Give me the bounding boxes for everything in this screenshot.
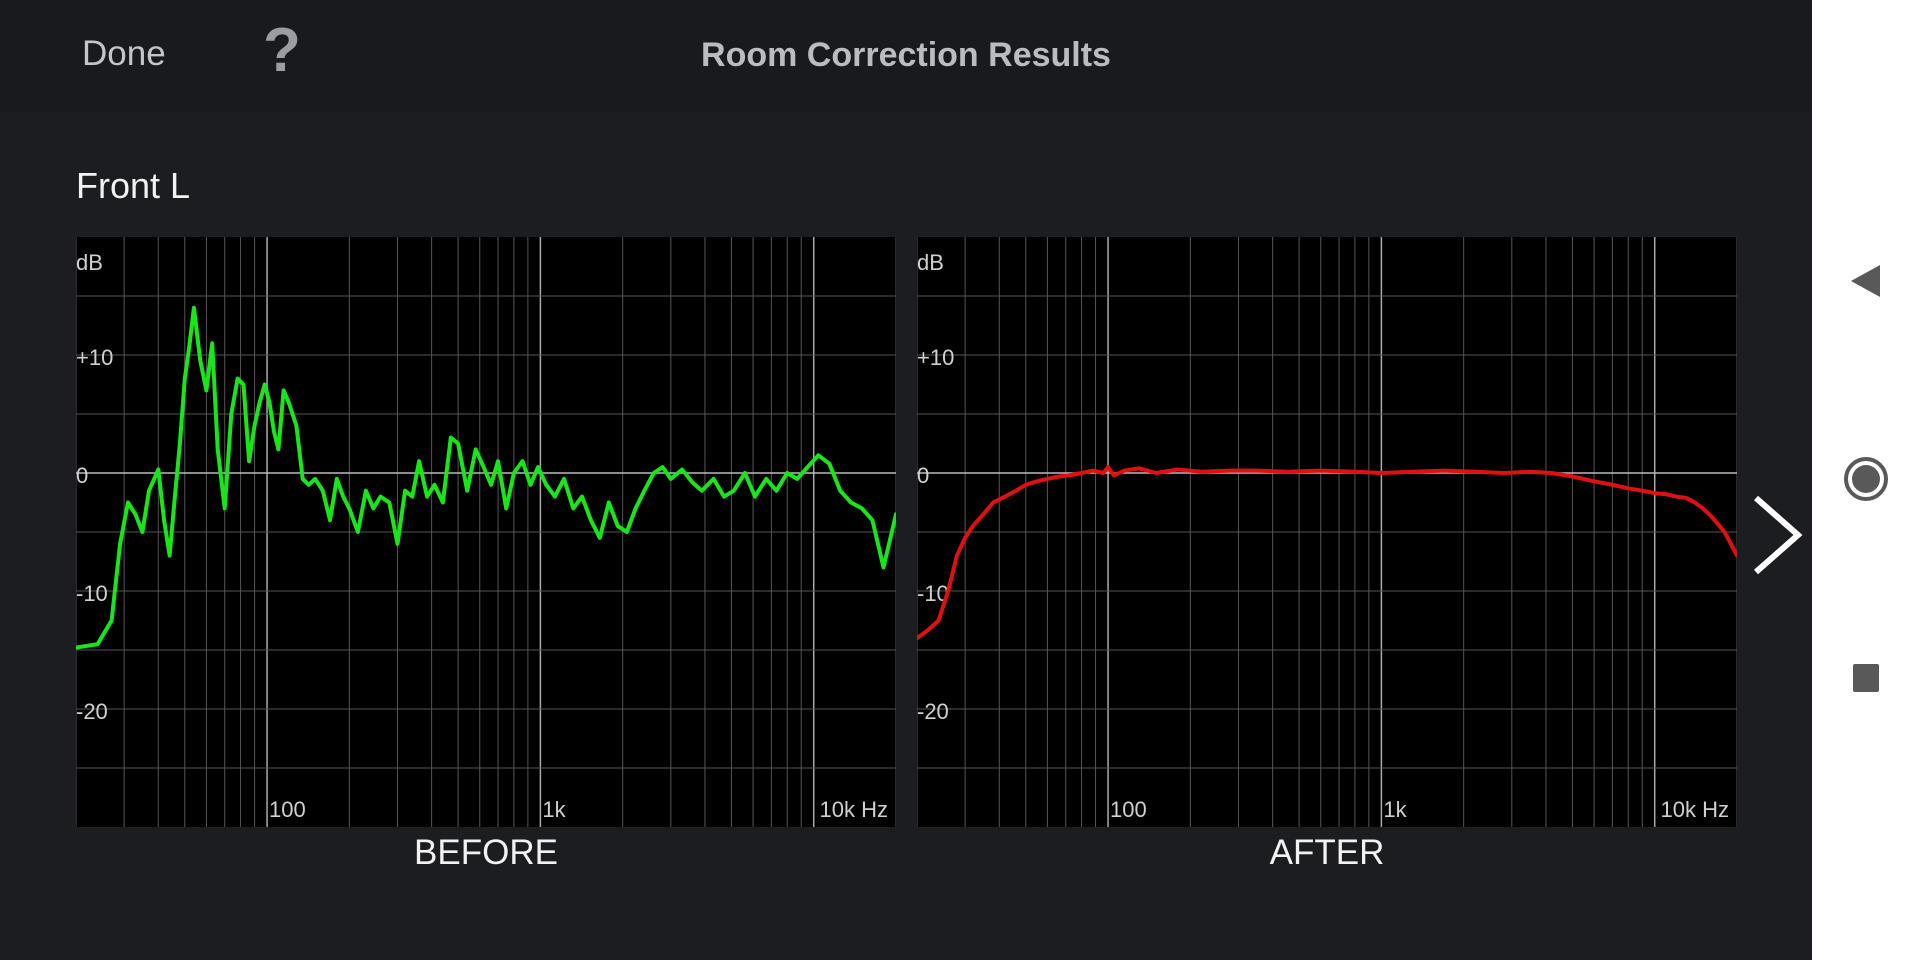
before-ytick-label: 0	[76, 463, 88, 488]
after-ylabel: dB	[917, 250, 944, 275]
done-button[interactable]: Done	[82, 34, 166, 73]
before-ylabel: dB	[76, 250, 103, 275]
after-response-line	[917, 465, 1737, 641]
after-chart: dB +10 0 -10 -20 100 1k 10k Hz	[917, 237, 1737, 827]
channel-label: Front L	[76, 165, 191, 206]
nav-home-circle-icon[interactable]	[1842, 455, 1890, 503]
before-ytick-label: -20	[76, 699, 108, 724]
before-ytick-label: +10	[76, 345, 113, 370]
after-ytick-label: 0	[917, 463, 929, 488]
page-title: Room Correction Results	[701, 36, 1111, 74]
before-caption: BEFORE	[414, 833, 558, 872]
app-window: Done ? Room Correction Results Front L d…	[0, 0, 1812, 872]
before-xtick-label: 100	[269, 797, 306, 822]
after-ytick-label: -20	[917, 699, 949, 724]
after-xtick-label: 1k	[1383, 797, 1407, 822]
before-chart: dB +10 0 -10 -20 100 1k 10k Hz	[76, 237, 896, 827]
before-chart-svg: dB +10 0 -10 -20 100 1k 10k Hz	[76, 237, 896, 827]
system-nav-bar	[1812, 0, 1920, 960]
after-xtick-label: 10k Hz	[1661, 797, 1729, 822]
nav-recent-square-icon[interactable]	[1853, 664, 1879, 692]
top-bar: Done ? Room Correction Results	[0, 0, 1812, 112]
after-caption: AFTER	[1269, 833, 1385, 872]
before-ytick-label: -10	[76, 581, 108, 606]
before-xtick-label: 10k Hz	[820, 797, 888, 822]
help-icon[interactable]: ?	[263, 16, 301, 85]
before-response-line	[76, 305, 896, 650]
after-xtick-label: 100	[1110, 797, 1147, 822]
before-xtick-label: 1k	[542, 797, 566, 822]
next-chevron-right-icon[interactable]	[1740, 490, 1810, 580]
nav-back-triangle-icon[interactable]	[1848, 263, 1884, 299]
after-ytick-label: +10	[917, 345, 954, 370]
